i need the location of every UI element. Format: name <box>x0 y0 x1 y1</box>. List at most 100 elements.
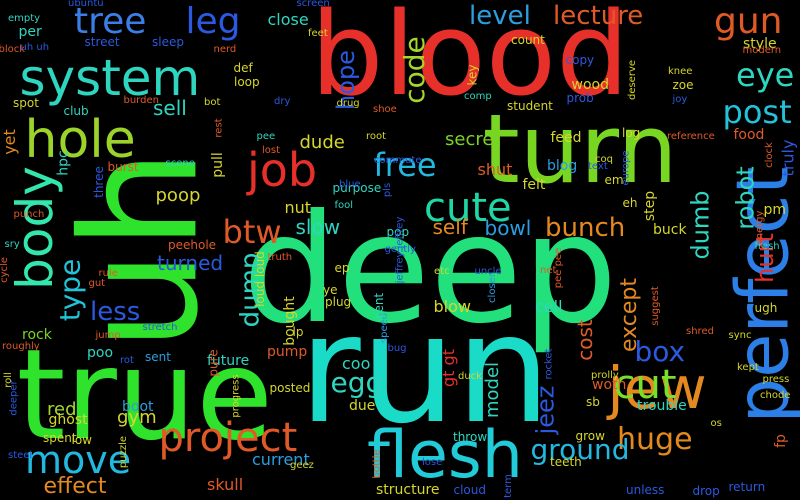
cloud-word: geez <box>290 460 314 471</box>
cloud-word: sleep <box>152 35 184 49</box>
cloud-word: uh uh <box>20 42 50 53</box>
cloud-word: food <box>733 127 765 143</box>
cloud-word: shut <box>477 160 513 179</box>
cloud-word: coq <box>595 154 613 165</box>
cloud-word: pull <box>209 152 226 178</box>
cloud-word: fp <box>772 434 789 448</box>
cloud-word: empty <box>8 13 41 24</box>
cloud-word: eh <box>622 196 638 210</box>
cloud-word: per <box>18 24 42 40</box>
cloud-word: punch <box>13 209 45 220</box>
cloud-word: street <box>84 35 120 49</box>
cloud-word: throw <box>453 430 488 444</box>
cloud-word: shoe <box>373 104 397 115</box>
cloud-word: gut <box>88 278 106 289</box>
cloud-word: cycle <box>0 257 10 283</box>
cloud-word: poo <box>87 345 114 361</box>
cloud-word: spent <box>43 431 77 445</box>
cloud-word: blow <box>433 297 471 316</box>
cloud-word: uncle <box>474 266 502 277</box>
cloud-word: count <box>511 33 545 47</box>
cloud-word: model <box>482 361 504 419</box>
cloud-word: step <box>642 190 659 222</box>
cloud-word: cell <box>535 297 563 316</box>
cloud-word: poop <box>155 185 201 206</box>
cloud-word: jeez <box>530 385 559 435</box>
cloud-word: hpc <box>55 150 72 176</box>
cloud-word: bug <box>387 343 407 354</box>
cloud-word: three <box>91 166 106 198</box>
cloud-word: gym <box>117 407 157 428</box>
cloud-word: truth <box>267 252 293 263</box>
cloud-word: return <box>728 480 766 494</box>
cloud-word: nerd <box>213 44 237 55</box>
cloud-word: plug <box>325 295 352 309</box>
cloud-word: progress <box>230 374 242 418</box>
cloud-word: sent <box>145 350 171 364</box>
cloud-word: nut <box>284 198 312 217</box>
cloud-word: drop <box>692 484 720 498</box>
cloud-word: text <box>588 161 608 172</box>
cloud-word: boot <box>122 399 154 415</box>
cloud-word: feed <box>550 130 582 146</box>
cloud-word: close <box>267 10 309 29</box>
cloud-word: zoe <box>672 78 694 92</box>
cloud-word: secret <box>445 129 501 150</box>
cloud-word: bottle <box>371 449 383 479</box>
cloud-word: stretch <box>142 322 178 333</box>
cloud-word: buck <box>653 222 687 238</box>
cloud-word: turned <box>157 251 224 275</box>
cloud-word: blood <box>310 0 630 122</box>
cloud-word: deserve <box>627 59 639 101</box>
cloud-word: ground <box>530 433 630 466</box>
cloud-word: huge <box>617 422 693 457</box>
cloud-word: ghost <box>48 412 88 428</box>
cloud-word: ye <box>323 283 338 297</box>
cloud-word: em <box>604 173 624 187</box>
cloud-word: ugh <box>754 301 778 315</box>
cloud-word: truly <box>777 139 797 177</box>
cloud-word: due <box>349 398 376 414</box>
cloud-word: lp <box>292 325 304 339</box>
cloud-word: bunch <box>545 213 626 243</box>
cloud-word: pee <box>256 131 276 142</box>
cloud-word: bot <box>204 97 221 108</box>
cloud-word: net <box>540 265 557 276</box>
cloud-word: dude <box>299 132 345 153</box>
cloud-word: lost <box>262 145 281 156</box>
cloud-word: fresh <box>754 241 780 252</box>
cloud-word: gun <box>714 1 783 42</box>
cloud-word: duck <box>458 371 482 382</box>
cloud-word: def <box>233 61 253 75</box>
cloud-word: term <box>502 474 514 498</box>
cloud-word: jump <box>95 330 121 341</box>
cloud-word: press <box>762 374 790 385</box>
cloud-word: burst <box>107 160 139 174</box>
cloud-word: jew <box>607 354 707 422</box>
cloud-word: pop <box>386 225 410 239</box>
cloud-word: woth <box>592 377 627 393</box>
cloud-word: shred <box>686 326 714 337</box>
cloud-word: deep <box>242 183 618 357</box>
cloud-word: wood <box>571 77 609 93</box>
cloud-word: project <box>158 415 298 461</box>
cloud-word: lose <box>422 457 443 468</box>
cloud-word: puzzle <box>118 435 130 469</box>
cloud-word: dumb <box>686 190 715 260</box>
cloud-word: cost <box>572 319 597 361</box>
cloud-word: except <box>617 277 643 353</box>
cloud-word: sell <box>153 96 187 120</box>
cloud-word: os <box>710 418 722 429</box>
cloud-word: key <box>465 64 480 86</box>
cloud-word: type <box>52 258 86 322</box>
cloud-word: gt gt <box>438 349 458 387</box>
cloud-word: rocket <box>543 348 555 380</box>
cloud-word: jeffrey jeffrey <box>393 216 405 284</box>
cloud-word: block <box>0 44 26 55</box>
cloud-word: yet <box>0 129 19 155</box>
cloud-word: loop <box>234 75 260 89</box>
cloud-word: run <box>299 283 551 457</box>
cloud-word: copy <box>565 53 595 67</box>
cloud-word: dry <box>274 96 291 107</box>
cloud-word: pm <box>763 202 787 218</box>
